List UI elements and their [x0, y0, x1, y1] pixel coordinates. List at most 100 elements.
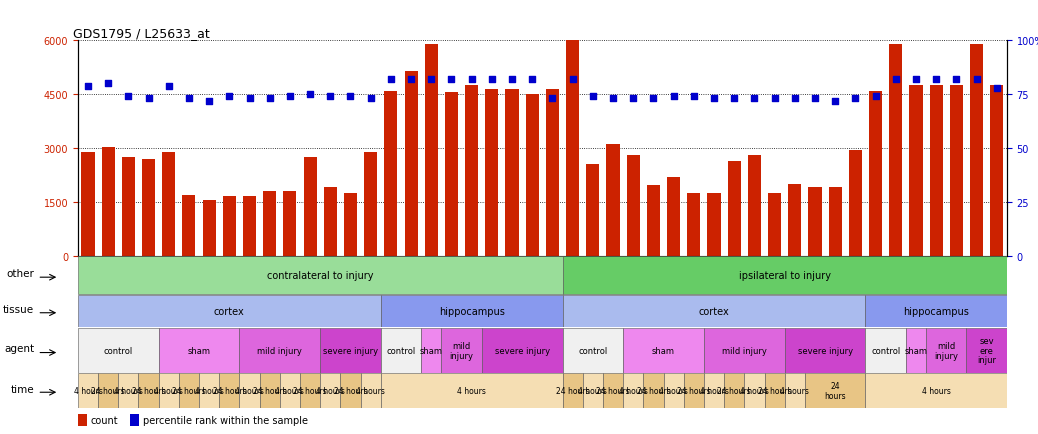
Text: 24 hours: 24 hours — [213, 386, 246, 395]
Text: 24 hours: 24 hours — [677, 386, 711, 395]
Bar — [441, 328, 482, 373]
Bar — [684, 374, 704, 408]
Bar — [243, 197, 256, 256]
Text: ipsilateral to injury: ipsilateral to injury — [739, 271, 830, 280]
Bar — [667, 177, 680, 256]
Bar — [118, 374, 138, 408]
Bar — [219, 374, 240, 408]
Text: agent: agent — [4, 343, 34, 353]
Text: sham: sham — [652, 346, 675, 355]
Bar — [950, 86, 963, 256]
Bar — [202, 201, 216, 256]
Bar — [360, 374, 381, 408]
Point — [625, 96, 641, 103]
Point — [565, 76, 581, 83]
Point — [746, 96, 763, 103]
Text: sham: sham — [188, 346, 211, 355]
Bar — [425, 45, 438, 256]
Text: contralateral to injury: contralateral to injury — [267, 271, 374, 280]
Bar — [869, 92, 882, 256]
Bar — [785, 328, 866, 373]
Text: cortex: cortex — [214, 306, 245, 316]
Bar — [866, 328, 906, 373]
Text: percentile rank within the sample: percentile rank within the sample — [142, 415, 307, 425]
Point — [221, 94, 238, 101]
Bar — [159, 328, 240, 373]
Bar — [78, 256, 563, 295]
Bar — [280, 374, 300, 408]
Bar — [866, 374, 1007, 408]
Text: 4 hours: 4 hours — [114, 386, 143, 395]
Bar — [506, 89, 519, 256]
Text: GDS1795 / L25633_at: GDS1795 / L25633_at — [74, 27, 210, 40]
Text: 24 hours: 24 hours — [172, 386, 206, 395]
Text: 24 hours: 24 hours — [596, 386, 630, 395]
Point — [262, 96, 278, 103]
Bar — [78, 296, 381, 327]
Bar — [130, 414, 139, 426]
Text: mild injury: mild injury — [257, 346, 302, 355]
Point — [463, 76, 480, 83]
Bar — [303, 158, 317, 256]
Point — [80, 83, 97, 90]
Bar — [344, 194, 357, 256]
Bar — [566, 41, 579, 256]
Bar — [162, 152, 175, 256]
Text: 4 hours: 4 hours — [195, 386, 223, 395]
Text: control: control — [871, 346, 900, 355]
Bar — [445, 93, 458, 256]
Point — [907, 76, 924, 83]
Bar — [381, 296, 563, 327]
Point — [503, 76, 520, 83]
Text: cortex: cortex — [699, 306, 730, 316]
Bar — [647, 185, 660, 256]
Bar — [421, 328, 441, 373]
Bar — [765, 374, 785, 408]
Text: severe injury: severe injury — [494, 346, 550, 355]
Text: mild
injury: mild injury — [449, 341, 473, 360]
Bar — [546, 89, 559, 256]
Bar — [804, 374, 866, 408]
Text: 4 hours: 4 hours — [922, 386, 951, 395]
Bar — [223, 197, 236, 256]
Point — [968, 76, 985, 83]
Bar — [138, 374, 159, 408]
Bar — [486, 89, 498, 256]
Bar — [644, 374, 663, 408]
Bar — [687, 194, 701, 256]
Text: 24 hours: 24 hours — [91, 386, 125, 395]
Bar — [183, 196, 195, 256]
Point — [807, 96, 823, 103]
Point — [766, 96, 783, 103]
Bar — [525, 95, 539, 256]
Bar — [381, 374, 563, 408]
Point — [988, 85, 1005, 92]
Bar — [78, 328, 159, 373]
Bar — [890, 45, 902, 256]
Text: control: control — [104, 346, 133, 355]
Bar — [969, 45, 983, 256]
Bar — [81, 152, 94, 256]
Text: sev
ere
injur: sev ere injur — [977, 336, 996, 365]
Text: sham: sham — [419, 346, 443, 355]
Point — [403, 76, 419, 83]
Text: 24 hours: 24 hours — [132, 386, 165, 395]
Bar — [785, 374, 804, 408]
Text: hippocampus: hippocampus — [903, 306, 969, 316]
Bar — [78, 414, 87, 426]
Point — [524, 76, 541, 83]
Bar — [563, 374, 582, 408]
Point — [665, 94, 682, 101]
Point — [847, 96, 864, 103]
Bar — [849, 151, 862, 256]
Bar — [708, 194, 720, 256]
Bar — [809, 188, 821, 256]
Bar — [582, 374, 603, 408]
Bar — [384, 92, 398, 256]
Text: severe injury: severe injury — [797, 346, 852, 355]
Text: 24 hours: 24 hours — [555, 386, 590, 395]
Point — [443, 76, 460, 83]
Bar — [102, 148, 115, 256]
Text: 4 hours: 4 hours — [457, 386, 486, 395]
Bar — [623, 328, 704, 373]
